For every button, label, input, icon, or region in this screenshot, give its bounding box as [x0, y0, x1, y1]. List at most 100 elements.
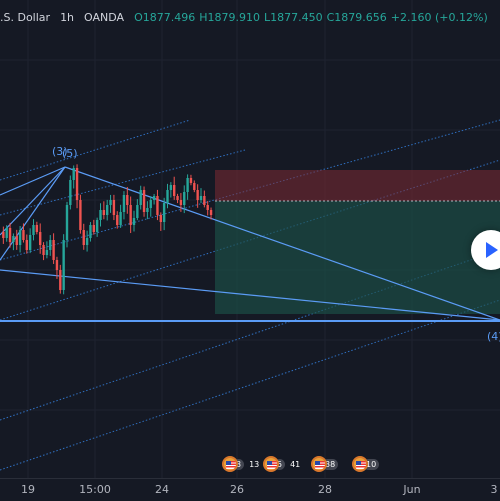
- candle-body: [196, 190, 199, 200]
- event-extra: 13: [249, 459, 260, 469]
- us-flag-icon: [352, 456, 368, 472]
- candle-body: [65, 205, 69, 240]
- event-marker[interactable]: 5 41: [263, 455, 303, 473]
- candle-body: [142, 190, 146, 212]
- event-marker[interactable]: 10: [352, 455, 380, 473]
- candle-body: [35, 225, 39, 232]
- candle-body: [112, 200, 116, 215]
- stop-loss-zone[interactable]: [215, 170, 500, 201]
- candle-body: [85, 238, 89, 245]
- candle-body: [183, 192, 186, 205]
- time-tick: 28: [318, 483, 332, 496]
- time-tick: Jun: [403, 483, 421, 496]
- candle-body: [119, 212, 122, 225]
- candle-body: [206, 205, 209, 210]
- low-value: L1877.450: [264, 10, 323, 24]
- symbol-name[interactable]: .S. Dollar: [0, 10, 51, 24]
- candle-body: [203, 196, 206, 205]
- candle-body: [32, 225, 35, 235]
- event-count: 5: [274, 458, 286, 470]
- candle-body: [79, 200, 82, 230]
- candle-body: [2, 232, 5, 238]
- candle-body: [156, 196, 159, 215]
- candle-body: [152, 196, 156, 200]
- candle-body: [15, 236, 18, 245]
- candle-body: [173, 185, 176, 196]
- event-extra: 41: [290, 459, 301, 469]
- trendlines[interactable]: [0, 166, 500, 321]
- candle-body: [109, 200, 112, 205]
- candle-body: [159, 215, 162, 222]
- data-source: OANDA: [84, 10, 125, 24]
- high-value: H1879.910: [199, 10, 260, 24]
- candle-body: [169, 185, 173, 190]
- event-marker[interactable]: 38: [311, 455, 339, 473]
- candle-body: [136, 205, 139, 218]
- symbol-header: .S. Dollar 1h OANDA O1877.496 H1879.910 …: [0, 0, 488, 34]
- us-flag-icon: [222, 456, 238, 472]
- candle-body: [59, 270, 62, 290]
- candle-body: [126, 195, 129, 205]
- candle-body: [89, 225, 92, 238]
- candle-body: [45, 250, 49, 255]
- candle-body: [5, 228, 8, 238]
- candle-body: [55, 260, 59, 270]
- time-tick: 19: [21, 483, 35, 496]
- us-flag-icon: [263, 456, 279, 472]
- candle-body: [12, 236, 15, 242]
- interval-label[interactable]: 1h: [60, 10, 75, 24]
- change-value: +2.160 (+0.12%): [390, 10, 488, 24]
- candle-body: [8, 228, 12, 242]
- candle-body: [162, 203, 166, 222]
- wave-label-5[interactable]: (5): [62, 147, 78, 160]
- event-count: 38: [322, 458, 339, 470]
- time-tick: 26: [230, 483, 244, 496]
- candle-body: [199, 196, 203, 200]
- grid-lines: [0, 0, 500, 478]
- candle-body: [102, 210, 106, 215]
- event-marker[interactable]: 3 13: [222, 455, 262, 473]
- wave-label-3[interactable]: (3): [52, 145, 68, 158]
- candle-body: [39, 232, 42, 245]
- time-axis[interactable]: 19 15:00 24 26 28 Jun 3: [0, 478, 500, 501]
- time-tick: 3: [490, 483, 498, 496]
- candle-body: [149, 200, 152, 208]
- candle-body: [116, 215, 119, 225]
- candle-body: [82, 230, 85, 245]
- wave-label-4[interactable]: (4): [487, 330, 500, 343]
- candle-body: [176, 196, 179, 200]
- candle-body: [99, 210, 102, 220]
- candle-body: [52, 240, 55, 260]
- candle-body: [62, 240, 65, 290]
- candlestick-series: [2, 164, 213, 295]
- candle-body: [193, 183, 196, 190]
- event-count: 10: [363, 458, 380, 470]
- candle-body: [75, 168, 79, 200]
- take-profit-zone[interactable]: [215, 201, 500, 314]
- candle-body: [69, 180, 72, 205]
- candle-body: [25, 240, 28, 250]
- candle-body: [129, 205, 132, 225]
- event-count: 3: [233, 458, 245, 470]
- candle-body: [92, 225, 95, 232]
- close-value: C1879.656: [326, 10, 387, 24]
- play-button[interactable]: [471, 230, 500, 270]
- candle-body: [72, 168, 75, 180]
- candle-body: [49, 240, 52, 250]
- time-tick: 15:00: [79, 483, 111, 496]
- candle-body: [166, 190, 169, 203]
- candle-body: [42, 245, 45, 255]
- candle-body: [22, 230, 25, 240]
- us-flag-icon: [311, 456, 327, 472]
- candle-body: [139, 190, 142, 205]
- economic-events-row: 3 13 5 41 38 10: [0, 455, 500, 475]
- candle-body: [95, 220, 99, 232]
- candle-body: [146, 208, 149, 212]
- candle-body: [189, 178, 193, 183]
- candle-body: [28, 235, 32, 250]
- open-value: O1877.496: [134, 10, 196, 24]
- candle-body: [209, 210, 213, 215]
- candle-body: [179, 200, 183, 205]
- time-tick: 24: [155, 483, 169, 496]
